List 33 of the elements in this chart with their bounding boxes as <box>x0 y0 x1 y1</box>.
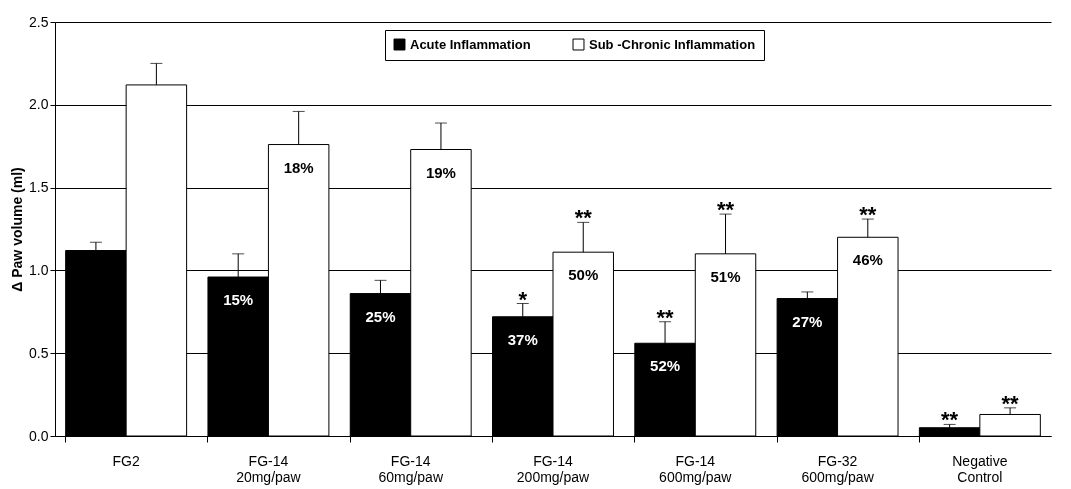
annotation: ** <box>941 407 959 433</box>
x-tick-label: FG-14 600mg/paw <box>659 452 733 485</box>
y-tick-label: 1.5 <box>29 179 49 196</box>
y-tick-label: 0.5 <box>29 344 49 361</box>
annotation: 46% <box>852 251 883 269</box>
annotation: * <box>518 286 528 312</box>
x-tick-label: Negative Control <box>952 452 1008 485</box>
x-tick-label: FG2 <box>112 452 140 469</box>
annotation: ** <box>1001 390 1020 416</box>
annotation: 25% <box>365 307 396 325</box>
y-tick-label: 2.0 <box>29 96 49 113</box>
annotation: 51% <box>710 267 741 285</box>
annotation: 15% <box>223 291 254 309</box>
annotation: ** <box>656 304 675 330</box>
legend-label: Acute Inflammation <box>410 36 531 52</box>
y-axis-title: Δ Paw volume (ml) <box>9 167 26 292</box>
annotation: ** <box>859 202 877 228</box>
y-tick-label: 1.0 <box>29 261 49 278</box>
annotation: ** <box>716 197 735 223</box>
annotation: 52% <box>650 357 681 375</box>
annotation: 50% <box>568 266 599 284</box>
annotation: 37% <box>507 330 538 348</box>
y-tick-label: 0.0 <box>29 427 49 444</box>
y-tick-label: 2.5 <box>29 13 49 30</box>
annotation: ** <box>574 205 593 231</box>
annotation: 19% <box>425 163 456 181</box>
x-tick-label: FG-32 600mg/paw <box>801 452 875 485</box>
x-tick-label: FG-14 60mg/paw <box>378 452 444 485</box>
x-tick-label: FG-14 200mg/paw <box>516 452 591 485</box>
x-tick-label: FG-14 20mg/paw <box>236 452 302 485</box>
legend-label: Sub -Chronic Inflammation <box>589 36 756 52</box>
annotation: 18% <box>283 158 314 176</box>
annotation: 27% <box>792 312 823 330</box>
